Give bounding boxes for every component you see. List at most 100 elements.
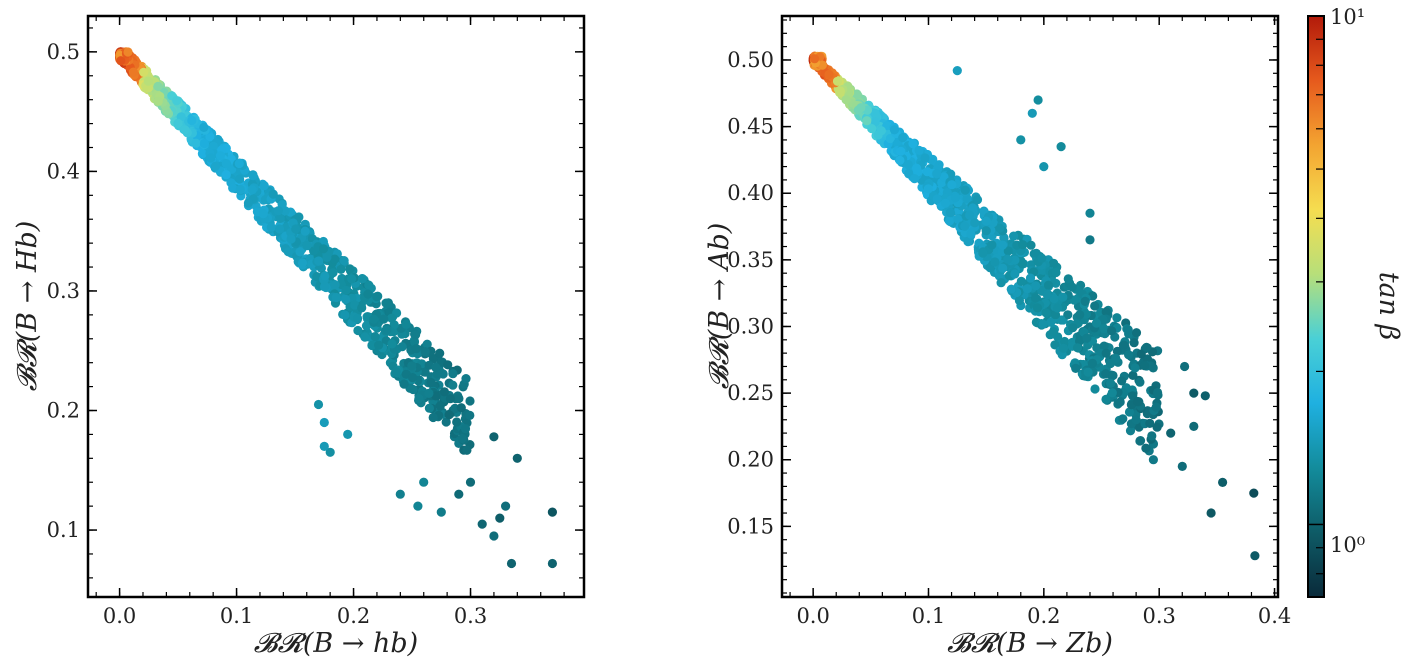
right-data-point	[996, 278, 1006, 288]
left-ticks: 0.0 0.1 0.2 0.3 0.1 0.2 0.3 0.4 0.5	[47, 16, 584, 628]
left-data-point	[395, 489, 405, 499]
left-data-point	[143, 76, 153, 86]
right-data-point	[997, 240, 1008, 250]
left-data-point	[350, 300, 360, 310]
colorbar-bottom-tick-label: 10⁰	[1330, 533, 1365, 557]
right-data-point	[1039, 162, 1049, 172]
left-data-point	[462, 445, 472, 455]
right-data-point	[1009, 231, 1019, 241]
right-x-tick-label: 0.4	[1258, 604, 1291, 628]
left-data-point	[495, 513, 505, 523]
colorbar-top-tick-label: 10¹	[1330, 5, 1365, 29]
right-data-point	[1101, 394, 1111, 404]
right-y-tick-label: 0.20	[727, 448, 774, 472]
right-data-point	[1006, 284, 1016, 294]
left-plot-frame	[86, 14, 586, 599]
left-data-point	[431, 362, 441, 372]
left-data-point	[314, 256, 324, 266]
left-data-point	[424, 403, 434, 413]
left-data-point	[258, 209, 268, 219]
left-data-point	[221, 159, 231, 169]
right-data-point	[1125, 426, 1136, 436]
right-data-point	[1022, 284, 1032, 294]
right-data-point	[1003, 246, 1013, 256]
right-data-point	[1049, 294, 1059, 304]
right-data-point	[1101, 369, 1111, 379]
left-data-point	[439, 387, 449, 397]
left-y-tick-label: 0.3	[47, 279, 80, 303]
left-x-tick-label: 0.3	[454, 604, 487, 628]
left-y-tick-label: 0.2	[47, 399, 80, 423]
left-plot: 0.0 0.1 0.2 0.3 0.1 0.2 0.3 0.4 0.5 𝓑𝓡(B → hb) 𝓑…	[12, 14, 586, 659]
right-data-point	[1051, 267, 1061, 278]
right-data-point	[1053, 303, 1063, 313]
colorbar-label: tan β	[1373, 272, 1404, 341]
right-data-point	[1068, 323, 1078, 333]
right-data-point	[1048, 327, 1058, 337]
right-data-point	[1101, 348, 1111, 358]
right-data-point	[1151, 402, 1161, 412]
left-data-point	[153, 81, 163, 91]
right-data-point	[898, 133, 908, 143]
left-y-axis-label: 𝓑𝓡(B → Hb)	[12, 221, 43, 392]
left-x-tick-label: 0.1	[220, 604, 253, 628]
right-data-point	[1106, 378, 1116, 388]
left-data-point	[443, 360, 453, 370]
right-data-point	[1140, 361, 1150, 371]
left-data-point	[199, 138, 209, 149]
left-data-point	[367, 340, 377, 350]
left-data-point	[259, 181, 269, 191]
right-data-point	[1049, 258, 1059, 268]
right-data-point	[856, 103, 866, 113]
left-data-point	[413, 501, 423, 511]
right-data-point	[1085, 208, 1095, 218]
right-data-point	[944, 216, 955, 226]
right-data-point	[1010, 255, 1020, 265]
right-data-point	[932, 169, 942, 179]
right-data-point	[970, 218, 980, 228]
left-data-point	[275, 224, 285, 234]
left-data-point	[431, 391, 441, 401]
right-data-point	[1046, 317, 1056, 327]
left-data-point	[330, 254, 340, 264]
right-data-point	[922, 167, 932, 177]
right-ticks: 0.0 0.1 0.2 0.3 0.4 0.15 0.20 0.25 0.30 0.35 0.40 0…	[727, 16, 1291, 628]
left-data-point	[397, 342, 407, 352]
left-data-point	[420, 367, 430, 377]
left-data-point	[411, 344, 421, 354]
right-data-point	[947, 180, 957, 190]
left-data-point	[341, 294, 351, 304]
right-data-point	[1042, 290, 1052, 300]
right-data-point	[1090, 384, 1100, 394]
left-data-point	[180, 125, 190, 135]
right-data-point	[835, 86, 846, 96]
left-data-point	[208, 141, 218, 151]
right-data-point	[912, 163, 922, 173]
right-data-point	[1101, 307, 1111, 317]
right-data-point	[987, 240, 997, 250]
left-data-point	[506, 558, 517, 569]
left-data-point	[420, 347, 430, 357]
left-data-point	[428, 412, 438, 423]
right-data-point	[1099, 341, 1109, 351]
left-data-point	[283, 247, 293, 257]
right-y-tick-label: 0.50	[727, 48, 774, 72]
left-data-point	[173, 118, 183, 128]
right-data-point	[1071, 363, 1081, 373]
left-data-point	[358, 274, 368, 284]
left-data-point	[300, 226, 310, 236]
right-data-point	[1200, 391, 1210, 401]
left-data-point	[419, 477, 429, 487]
right-points	[808, 51, 1260, 561]
right-data-point	[1038, 319, 1048, 329]
left-data-point	[465, 396, 475, 406]
right-data-point	[1206, 508, 1216, 518]
left-data-point	[387, 313, 397, 323]
left-data-point	[191, 138, 201, 148]
left-data-point	[336, 264, 346, 274]
left-data-point	[454, 489, 464, 499]
left-data-point	[465, 477, 476, 487]
right-data-point	[1075, 310, 1085, 320]
left-data-point	[199, 122, 209, 132]
left-data-point	[343, 429, 353, 439]
